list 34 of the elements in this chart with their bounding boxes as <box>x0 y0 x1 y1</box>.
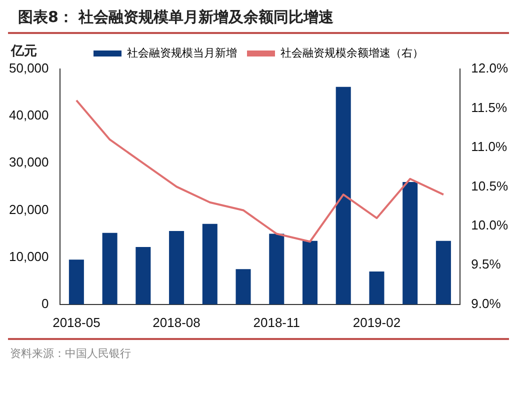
bar <box>236 269 251 304</box>
bar <box>202 224 218 304</box>
legend-label: 社会融资规模余额增速（右） <box>280 46 424 60</box>
bar <box>436 240 451 304</box>
text: 资料来源：中国人民银行 <box>8 338 509 367</box>
y-tick-label: 50,000 <box>8 60 49 76</box>
y2-tick-label: 11.0% <box>471 139 508 154</box>
x-tick-label: 2019-02 <box>352 314 401 330</box>
bar <box>136 246 151 304</box>
bar <box>402 182 418 304</box>
legend-label: 社会融资规模当月新增 <box>127 46 237 60</box>
bar <box>169 230 184 304</box>
bar <box>302 240 318 304</box>
y2-tick-label: 9.0% <box>471 296 502 311</box>
y-tick-label: 10,000 <box>8 248 49 264</box>
y-tick-label: 0 <box>42 296 49 311</box>
y-axis-title: 亿元 <box>10 44 37 59</box>
bar <box>102 232 118 304</box>
y2-tick-label: 10.0% <box>471 218 508 233</box>
bar <box>68 260 84 304</box>
x-tick-label: 2018-05 <box>52 314 100 330</box>
x-tick-label: 2018-11 <box>253 314 300 330</box>
y2-tick-label: 12.0% <box>471 60 508 76</box>
chart-title: 图表8： 社会融资规模单月新增及余额同比增速 <box>8 0 509 34</box>
y2-tick-label: 9.5% <box>471 256 502 272</box>
y2-tick-label: 10.5% <box>471 178 508 194</box>
y-tick-label: 20,000 <box>8 202 49 217</box>
y-tick-label: 30,000 <box>8 154 49 170</box>
bar <box>336 86 351 304</box>
y-tick-label: 40,000 <box>8 108 49 123</box>
bar <box>369 271 384 304</box>
x-tick-label: 2018-08 <box>152 314 200 330</box>
bar <box>269 234 284 304</box>
y2-tick-label: 11.5% <box>471 100 508 115</box>
